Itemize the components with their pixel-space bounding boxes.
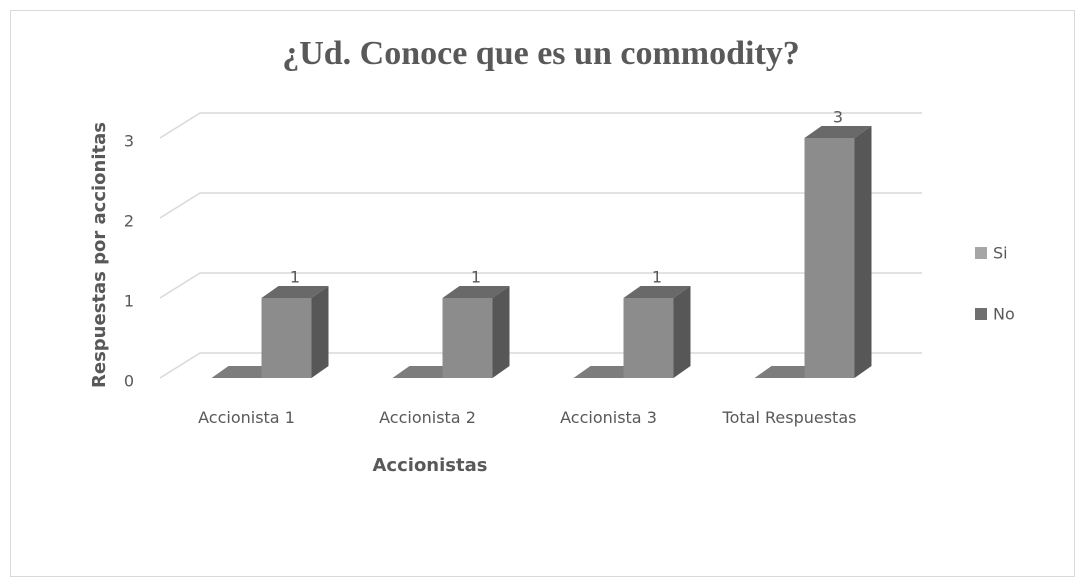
x-tick-label: Total Respuestas (722, 408, 857, 427)
y-tick-label: 0 (124, 372, 134, 391)
bar-top (804, 126, 872, 138)
x-tick-label: Accionista 2 (379, 408, 476, 427)
legend-swatch (975, 247, 987, 259)
grid-line (159, 112, 922, 139)
bar-top (442, 286, 510, 298)
bar-top (623, 286, 691, 298)
bar-front (804, 138, 855, 378)
bar (442, 286, 510, 378)
legend-swatch (975, 308, 987, 320)
bar (261, 286, 329, 378)
y-tick-label: 1 (124, 292, 134, 311)
grid-line (159, 192, 922, 219)
chart-title: ¿Ud. Conoce que es un commodity? (282, 35, 800, 72)
data-label: 1 (471, 268, 481, 287)
data-label: 3 (833, 108, 843, 127)
bar-side (311, 286, 329, 378)
bar (804, 126, 872, 378)
x-axis-title: Accionistas (373, 455, 488, 476)
x-tick-label: Accionista 1 (198, 408, 295, 427)
bar-front (442, 298, 493, 378)
legend-label: No (993, 305, 1015, 324)
data-label: 1 (652, 268, 662, 287)
bar-side (492, 286, 510, 378)
bar (623, 286, 691, 378)
y-tick-label: 3 (124, 132, 134, 151)
y-axis-title: Respuestas por accionitas (89, 122, 110, 388)
bar-front (261, 298, 312, 378)
bar-front (623, 298, 674, 378)
grid-line (159, 272, 922, 299)
bar-side (673, 286, 691, 378)
data-label: 1 (290, 268, 300, 287)
x-tick-label: Accionista 3 (560, 408, 657, 427)
chart-border (10, 10, 1075, 577)
legend-label: Si (993, 244, 1008, 263)
bar-top (261, 286, 329, 298)
bar-side (854, 126, 872, 378)
y-tick-label: 2 (124, 212, 134, 231)
